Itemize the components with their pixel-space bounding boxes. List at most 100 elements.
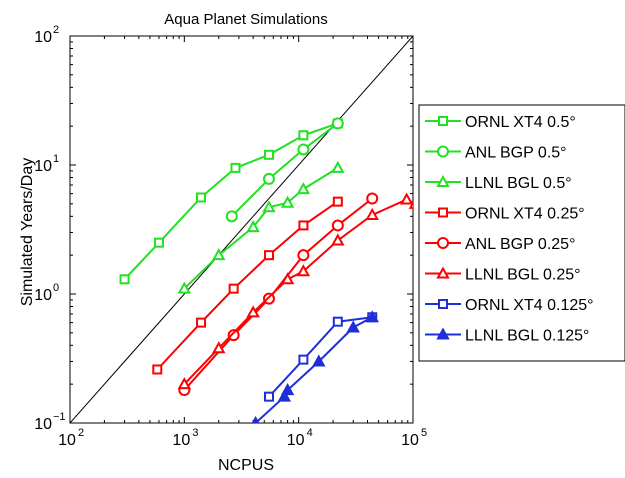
data-point xyxy=(262,200,276,213)
series-line xyxy=(183,197,373,391)
data-point xyxy=(212,248,226,261)
data-point xyxy=(246,305,260,318)
data-point xyxy=(346,320,360,333)
data-point xyxy=(331,233,345,246)
data-point xyxy=(332,196,343,207)
legend-entry: ORNL XT4 0.25° xyxy=(425,206,585,223)
data-point xyxy=(280,195,295,208)
data-point xyxy=(297,249,310,262)
data-point xyxy=(177,281,192,294)
data-point xyxy=(119,274,130,285)
legend-marker xyxy=(436,174,450,187)
x-axis-label: NCPUS xyxy=(218,457,274,474)
series-line xyxy=(254,316,373,423)
data-point xyxy=(365,207,379,220)
data-point xyxy=(227,329,240,342)
legend-entry: LLNL BGL 0.5° xyxy=(425,174,572,192)
legend-marker xyxy=(436,266,450,279)
series-1 xyxy=(119,118,343,285)
data-point xyxy=(196,192,207,203)
data-point xyxy=(153,237,164,248)
axis-ticks xyxy=(69,36,413,424)
legend-entry: ANL BGP 0.25° xyxy=(425,236,575,253)
data-point xyxy=(365,310,379,323)
legend-entry: LLNL BGL 0.125° xyxy=(425,327,589,345)
data-point xyxy=(332,316,343,327)
data-point xyxy=(263,149,274,160)
data-point xyxy=(297,143,310,156)
x-tick-label-exponent: 2 xyxy=(78,427,84,439)
series-6 xyxy=(177,192,413,390)
data-point xyxy=(263,250,274,261)
chart-title: Aqua Planet Simulations xyxy=(164,11,327,28)
data-point xyxy=(212,341,226,354)
y-axis-label: Simulated Years/Day xyxy=(19,158,36,307)
series-8 xyxy=(251,310,379,423)
data-point xyxy=(298,354,309,365)
legend-marker xyxy=(438,299,448,309)
series-line xyxy=(268,316,373,398)
legend-marker xyxy=(436,327,450,340)
reference-line xyxy=(70,36,413,423)
legend-label: ORNL XT4 0.125° xyxy=(465,297,594,314)
x-tick-label-exponent: 4 xyxy=(307,427,313,439)
series-line xyxy=(156,200,339,371)
data-point xyxy=(296,264,311,277)
data-point xyxy=(280,383,295,396)
series-5 xyxy=(178,192,379,397)
x-tick-label-exponent: 3 xyxy=(192,427,198,439)
data-point xyxy=(331,160,345,173)
data-point xyxy=(228,283,239,294)
data-point xyxy=(177,377,192,390)
x-tick-label: 10 xyxy=(172,432,190,449)
data-point xyxy=(225,210,238,223)
series-2 xyxy=(225,117,344,223)
legend-box xyxy=(418,104,625,362)
legend-entry: ORNL XT4 0.5° xyxy=(425,114,576,131)
data-point xyxy=(331,219,344,232)
data-point xyxy=(298,130,309,141)
axes-frame xyxy=(69,35,414,424)
legend-label: ORNL XT4 0.5° xyxy=(465,114,576,131)
y-tick-label: 10 xyxy=(34,29,52,46)
series-line xyxy=(231,122,339,218)
legend-label: ANL BGP 0.5° xyxy=(465,145,567,162)
data-point xyxy=(277,389,292,402)
data-point xyxy=(263,391,274,402)
y-tick-label-exponent: 1 xyxy=(53,153,59,165)
legend-entry: ANL BGP 0.5° xyxy=(425,145,567,162)
data-point xyxy=(408,201,413,209)
data-point xyxy=(312,354,326,367)
series-4 xyxy=(152,196,343,375)
y-tick-label-exponent: −1 xyxy=(53,411,66,423)
data-point xyxy=(399,192,413,205)
y-tick-label: 10 xyxy=(34,287,52,304)
x-tick-label: 10 xyxy=(401,432,419,449)
legend-marker xyxy=(437,237,449,249)
series-7 xyxy=(263,312,378,402)
x-tick-label: 10 xyxy=(58,432,76,449)
data-point xyxy=(280,272,295,285)
x-tick-label-exponent: 5 xyxy=(421,427,427,439)
data-point xyxy=(230,162,241,173)
y-tick-label-exponent: 0 xyxy=(53,282,59,294)
legend-marker xyxy=(438,207,448,218)
legend-marker xyxy=(438,116,448,126)
series-3 xyxy=(177,160,345,294)
plot-content xyxy=(70,36,413,423)
legend: ORNL XT4 0.5° ANL BGP 0.5° LLNL BGL 0.5° OR… xyxy=(418,104,625,362)
legend-label: LLNL BGL 0.125° xyxy=(465,328,589,345)
legend-label: ANL BGP 0.25° xyxy=(465,236,575,253)
y-tick-label: 10 xyxy=(34,158,52,175)
legend-label: ORNL XT4 0.25° xyxy=(465,206,585,223)
legend-marker xyxy=(437,145,449,158)
y-tick-label: 10 xyxy=(34,416,52,433)
data-point xyxy=(152,364,163,375)
data-point xyxy=(246,220,260,233)
data-point xyxy=(366,192,379,205)
legend-label: LLNL BGL 0.25° xyxy=(465,267,581,284)
data-point xyxy=(262,172,275,185)
data-point xyxy=(298,220,309,231)
data-point xyxy=(196,317,207,328)
